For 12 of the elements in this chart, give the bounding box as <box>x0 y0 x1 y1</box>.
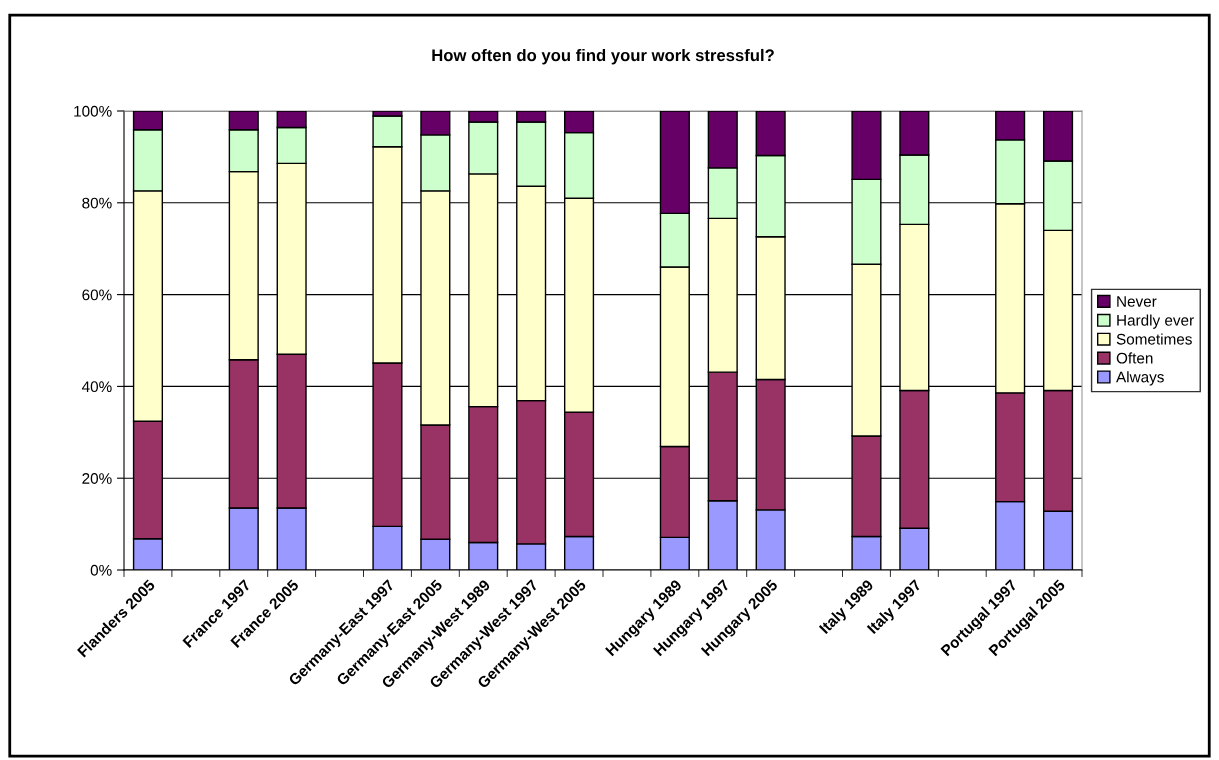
y-tick-label: 80% <box>82 197 112 209</box>
y-tick-label: 60% <box>82 289 112 301</box>
y-tick-label: 100% <box>74 105 112 117</box>
y-tick-label: 40% <box>81 381 112 393</box>
legend-label: Hardly ever <box>1117 314 1194 329</box>
chart-title: How often do you find your work stressful? <box>432 48 774 65</box>
y-tick-label: 0% <box>90 564 112 576</box>
legend-label: Sometimes <box>1116 333 1192 345</box>
legend-label: Often <box>1116 352 1153 364</box>
legend-label: Never <box>1117 296 1157 307</box>
y-tick-label: 20% <box>82 473 112 484</box>
legend-label: Always <box>1116 371 1164 386</box>
